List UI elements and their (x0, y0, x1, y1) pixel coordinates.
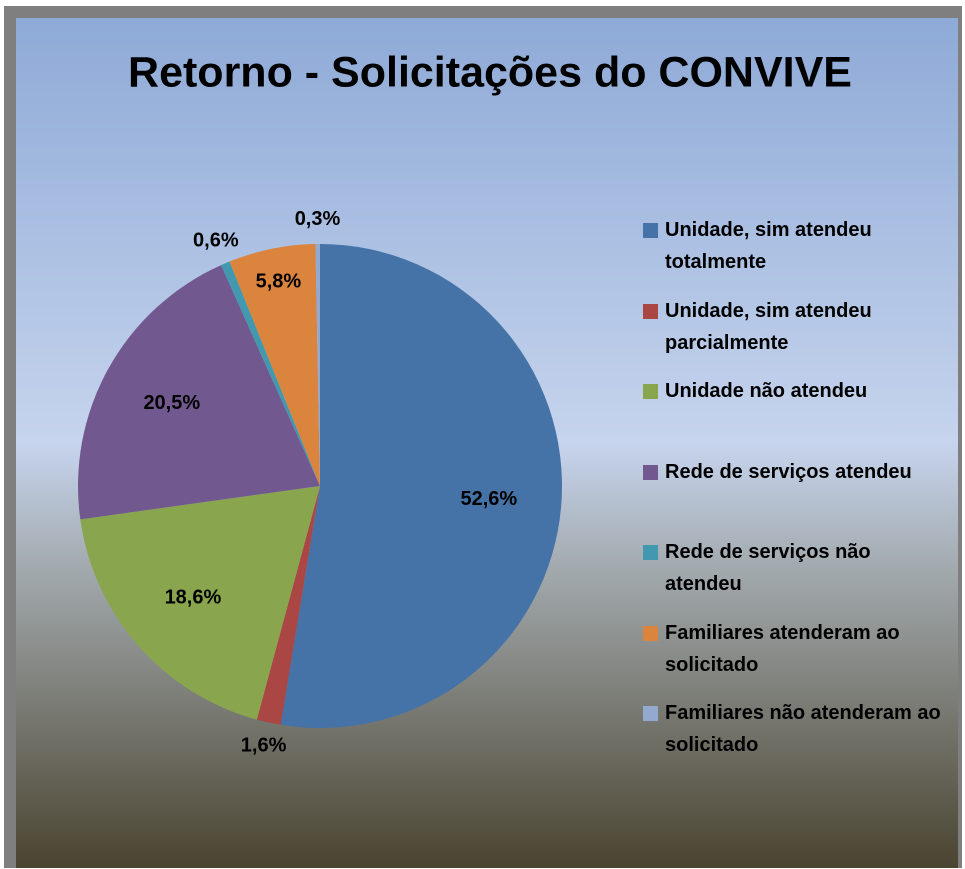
legend-label: Familiares atenderam ao solicitado (665, 621, 900, 676)
data-label: 20,5% (143, 392, 200, 414)
legend-swatch (643, 545, 658, 560)
legend-label: Unidade, sim atendeu parcialmente (665, 299, 872, 354)
data-label: 0,6% (193, 229, 239, 251)
legend-swatch (643, 706, 658, 721)
legend-swatch (643, 464, 658, 480)
legend-item: Familiares não atenderam ao solicitado (643, 697, 943, 761)
data-label: 5,8% (256, 270, 302, 292)
pie-slice (221, 261, 320, 486)
legend-swatch (643, 384, 658, 399)
legend-item: Rede de serviços atendeu (643, 456, 943, 488)
legend-swatch (643, 625, 658, 641)
legend-item: Familiares atenderam ao solicitado (643, 617, 943, 681)
legend-swatch (643, 223, 658, 238)
pie-slice (315, 244, 320, 486)
pie-slice (77, 265, 320, 520)
legend-label: Unidade, sim atendeu totalmente (665, 219, 872, 273)
legend-swatch (643, 303, 658, 319)
data-label: 18,6% (165, 586, 222, 608)
legend-item: Rede de serviços não atendeu (643, 536, 943, 600)
data-label: 1,6% (241, 734, 287, 756)
chart-title: Retorno - Solicitações do CONVIVE (128, 48, 852, 96)
legend-label: Familiares não atenderam ao solicitado (665, 702, 941, 756)
legend-item: Unidade, sim atendeu totalmente (643, 214, 943, 278)
legend-item: Unidade, sim atendeu parcialmente (643, 295, 943, 359)
legend-label: Rede de serviços não atendeu (665, 541, 871, 595)
pie-slice (280, 244, 563, 729)
pie-slice (229, 244, 320, 486)
pie-slice (256, 486, 320, 725)
legend-item: Unidade não atendeu (643, 375, 943, 407)
legend-label: Unidade não atendeu (665, 380, 868, 402)
data-label: 0,3% (295, 208, 341, 230)
data-label: 52,6% (460, 488, 517, 510)
pie-slice (80, 486, 320, 720)
legend-label: Rede de serviços atendeu (665, 460, 912, 483)
